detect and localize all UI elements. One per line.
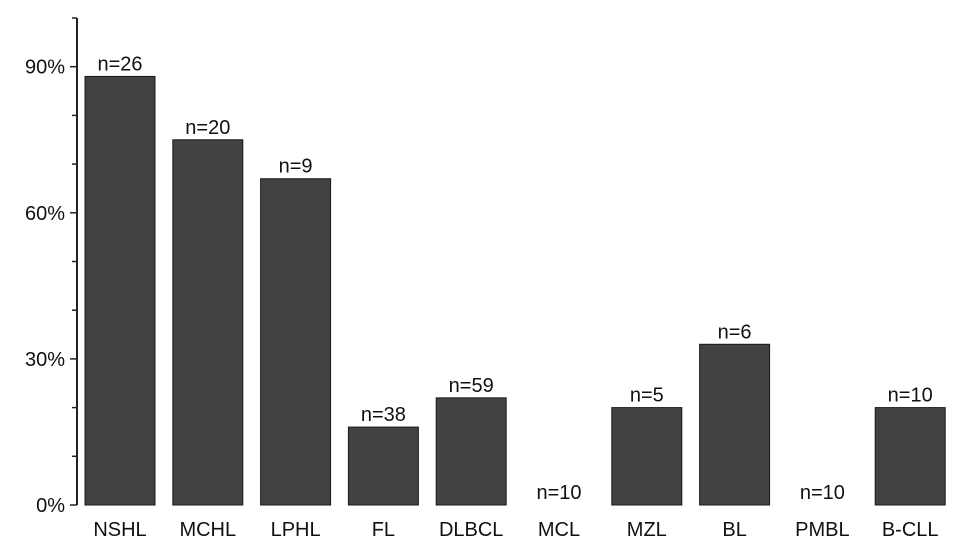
data-label: n=59 — [449, 375, 494, 397]
category-label: DLBCL — [439, 519, 503, 541]
category-label: MCL — [538, 519, 580, 541]
category-label: BL — [722, 519, 746, 541]
y-tick-label: 0% — [36, 495, 65, 517]
bar-mzl — [611, 407, 683, 506]
bar-fl — [347, 426, 419, 506]
y-axis-ticks: 0% 30% 60% 90% — [25, 17, 77, 517]
data-label: n=38 — [361, 404, 406, 426]
category-label: MCHL — [179, 519, 236, 541]
category-label: NSHL — [93, 519, 146, 541]
data-label: n=26 — [97, 53, 142, 75]
data-label: n=10 — [536, 482, 581, 504]
y-tick-label: 90% — [25, 57, 65, 79]
bar-dlbcl — [435, 397, 507, 506]
data-labels: n=26 n=20 n=9 n=38 n=59 n=10 n=5 n=6 n=10 n=10 — [97, 53, 932, 504]
category-label: LPHL — [271, 519, 321, 541]
bar-nshl — [84, 75, 156, 506]
bar-lphl — [260, 178, 332, 506]
category-label: FL — [372, 519, 395, 541]
category-label: MZL — [627, 519, 667, 541]
category-label: B-CLL — [882, 519, 939, 541]
data-label: n=6 — [718, 321, 752, 343]
y-tick-label: 30% — [25, 349, 65, 371]
data-label: n=9 — [279, 156, 313, 178]
data-label: n=5 — [630, 385, 664, 407]
bar-bl — [699, 343, 771, 506]
bars — [84, 75, 946, 506]
data-label: n=10 — [888, 385, 933, 407]
data-label: n=20 — [185, 117, 230, 139]
data-label: n=10 — [800, 482, 845, 504]
bar-b-cll — [874, 407, 946, 506]
category-label: PMBL — [795, 519, 849, 541]
bar-mchl — [172, 139, 244, 506]
y-tick-label: 60% — [25, 203, 65, 225]
category-labels: NSHL MCHL LPHL FL DLBCL MCL MZL BL PMBL B-CLL — [93, 519, 938, 541]
